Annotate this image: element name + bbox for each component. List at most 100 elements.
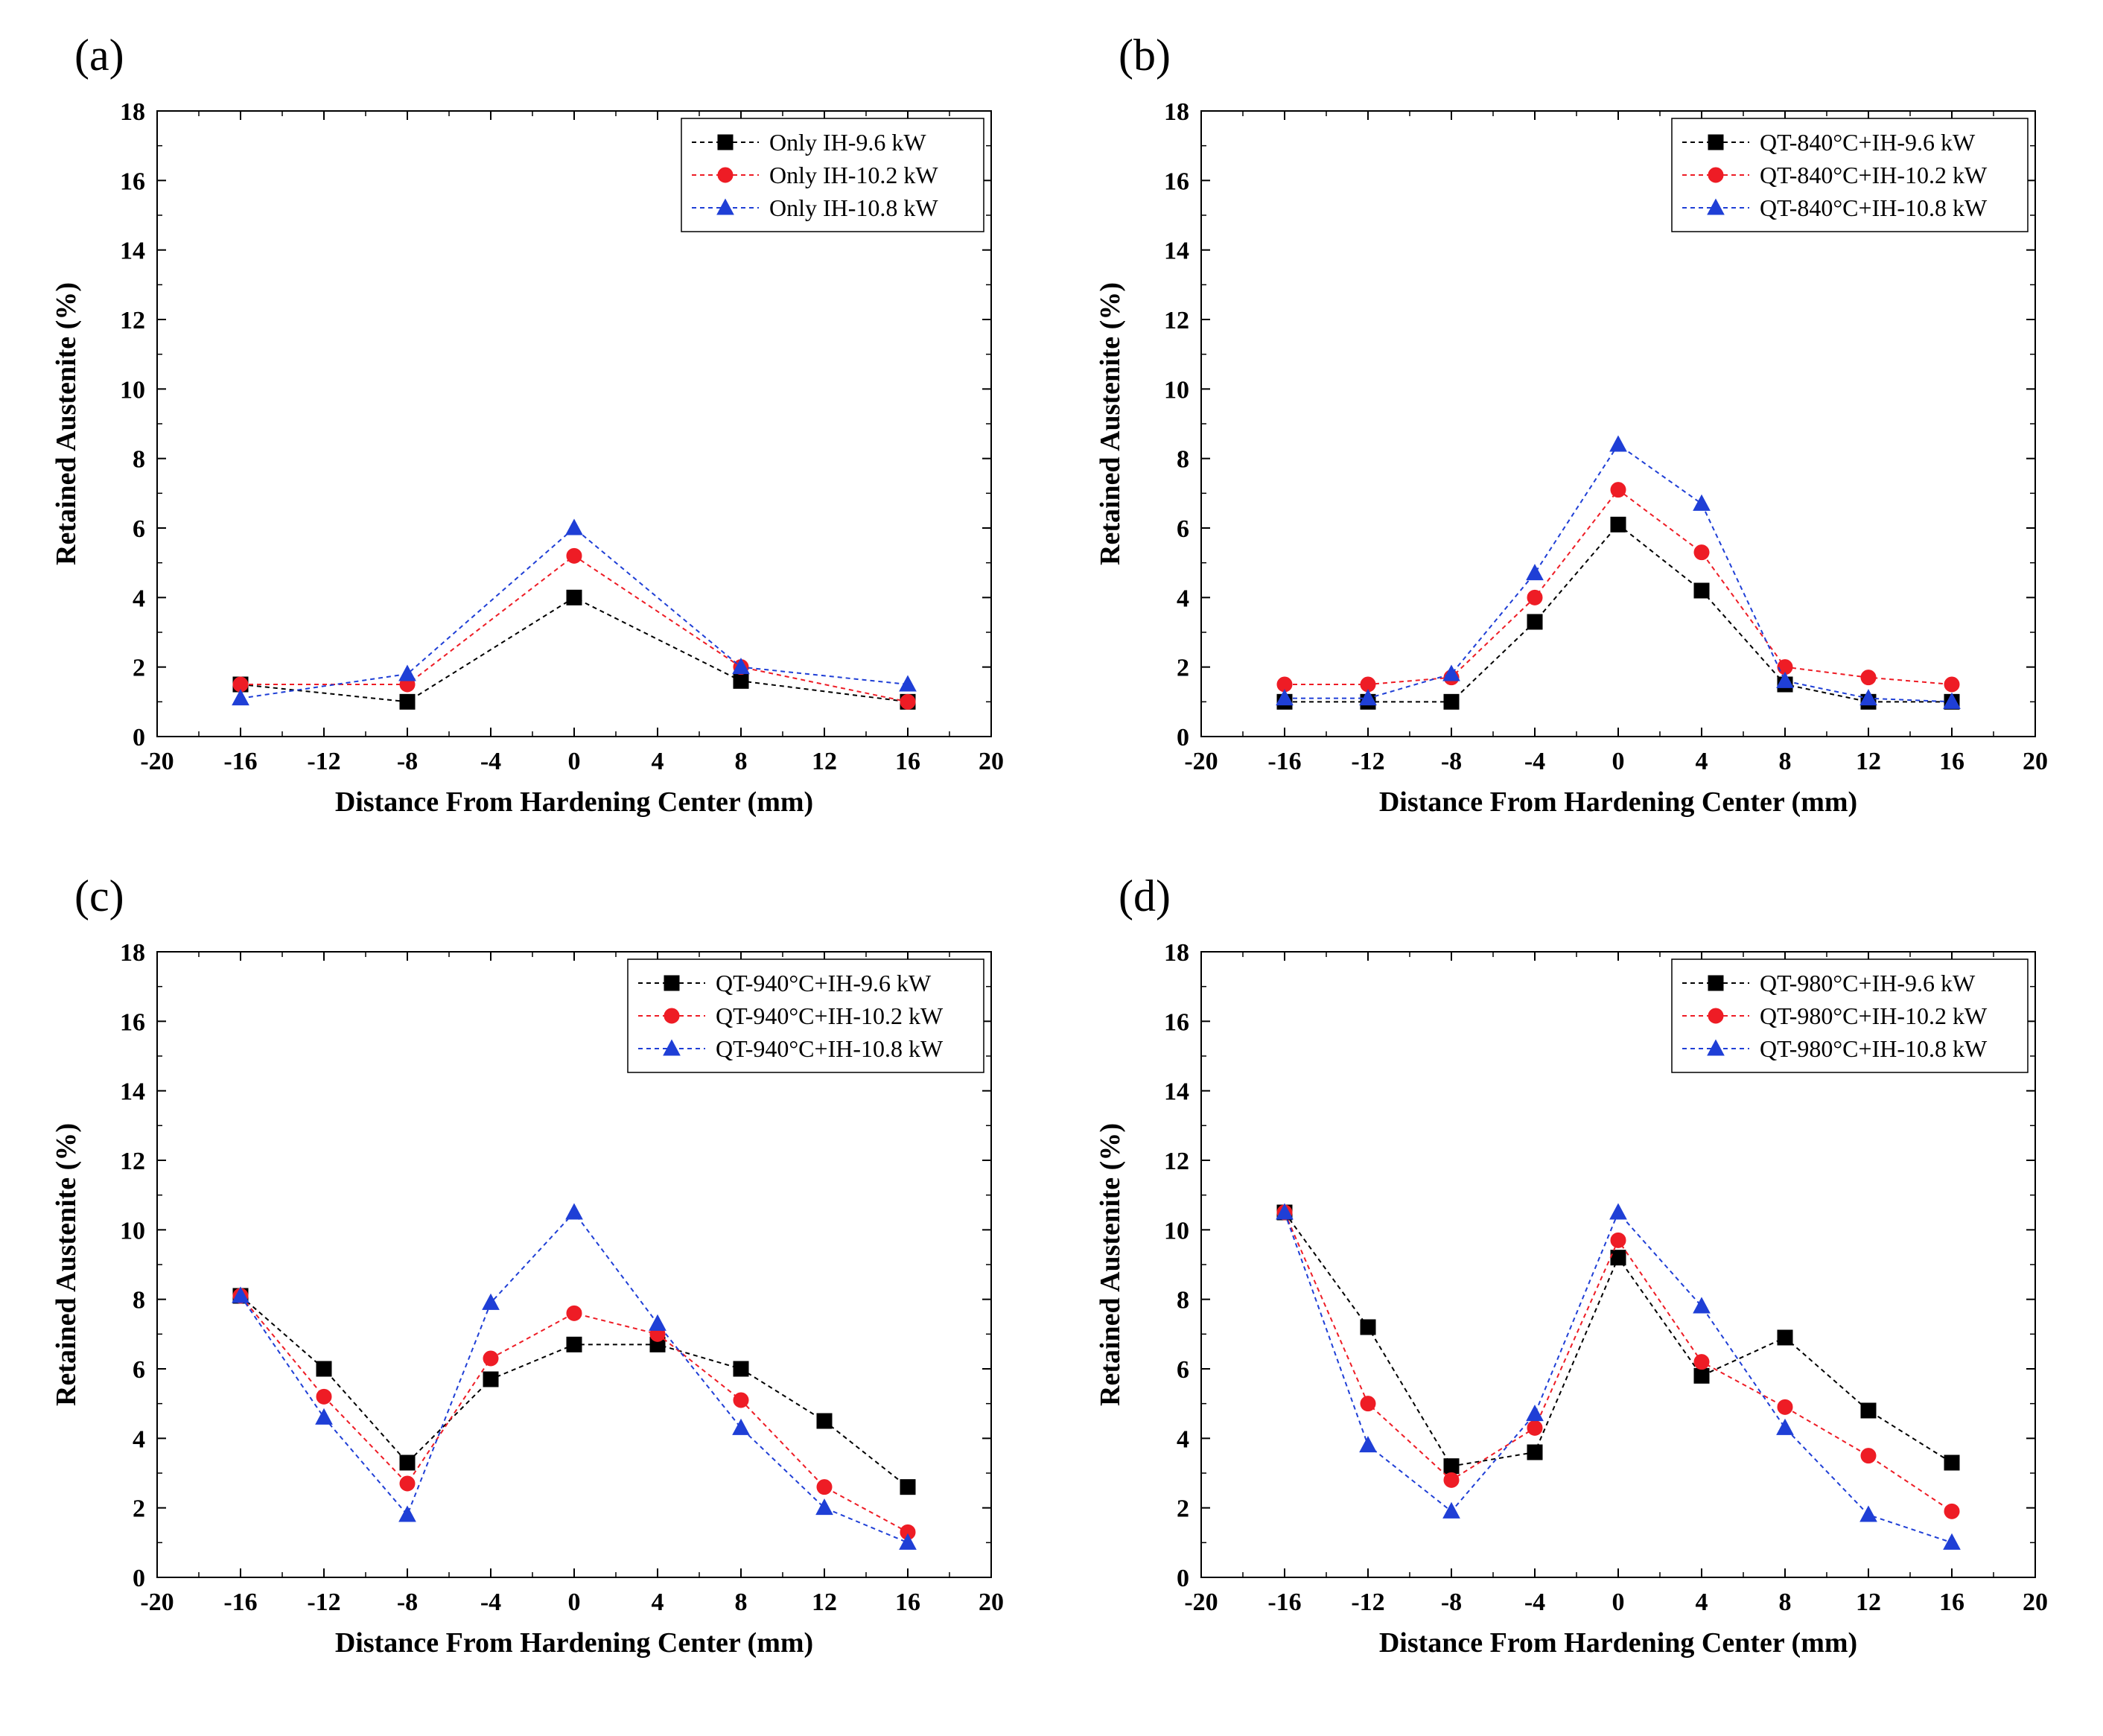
svg-text:QT-840°C+IH-9.6 kW: QT-840°C+IH-9.6 kW: [1760, 129, 1976, 156]
svg-text:6: 6: [133, 515, 145, 543]
svg-text:-8: -8: [1441, 1589, 1462, 1616]
svg-text:4: 4: [1177, 1425, 1189, 1453]
svg-text:10: 10: [1164, 1217, 1189, 1244]
svg-text:16: 16: [1164, 1008, 1189, 1036]
svg-text:8: 8: [1779, 1589, 1792, 1616]
svg-text:8: 8: [735, 1589, 748, 1616]
svg-text:16: 16: [120, 1008, 145, 1036]
svg-text:16: 16: [895, 748, 920, 775]
svg-text:12: 12: [812, 748, 837, 775]
svg-text:8: 8: [1177, 1287, 1189, 1314]
svg-text:4: 4: [133, 1425, 145, 1453]
chart-a: -20-16-12-8-4048121620024681012141618Dis…: [30, 89, 1029, 833]
svg-text:12: 12: [1164, 307, 1189, 334]
svg-text:-8: -8: [397, 748, 418, 775]
svg-text:0: 0: [568, 1589, 581, 1616]
svg-text:4: 4: [1177, 585, 1189, 612]
svg-text:-20: -20: [1184, 1589, 1218, 1616]
svg-text:-4: -4: [1524, 748, 1545, 775]
svg-text:QT-980°C+IH-9.6 kW: QT-980°C+IH-9.6 kW: [1760, 970, 1976, 996]
svg-text:Retained Austenite (%): Retained Austenite (%): [51, 282, 82, 565]
svg-text:-4: -4: [1524, 1589, 1545, 1616]
svg-text:14: 14: [1164, 238, 1189, 265]
svg-text:12: 12: [1164, 1148, 1189, 1175]
svg-text:18: 18: [1164, 939, 1189, 967]
svg-text:6: 6: [1177, 515, 1189, 543]
svg-text:16: 16: [120, 168, 145, 195]
svg-text:QT-840°C+IH-10.2 kW: QT-840°C+IH-10.2 kW: [1760, 162, 1988, 188]
svg-text:-4: -4: [480, 748, 501, 775]
svg-text:16: 16: [1939, 748, 1964, 775]
svg-text:8: 8: [133, 446, 145, 474]
svg-text:20: 20: [2023, 1589, 2048, 1616]
svg-text:12: 12: [1856, 1589, 1881, 1616]
svg-text:10: 10: [1164, 376, 1189, 404]
svg-text:-12: -12: [1351, 1589, 1384, 1616]
svg-text:QT-940°C+IH-10.8 kW: QT-940°C+IH-10.8 kW: [716, 1035, 944, 1062]
svg-text:6: 6: [133, 1356, 145, 1384]
svg-text:Retained Austenite (%): Retained Austenite (%): [1095, 282, 1126, 565]
svg-text:18: 18: [120, 939, 145, 967]
panel-c: (c) -20-16-12-8-404812162002468101214161…: [30, 871, 1029, 1674]
svg-text:8: 8: [735, 748, 748, 775]
svg-text:6: 6: [1177, 1356, 1189, 1384]
svg-text:0: 0: [1177, 1565, 1189, 1592]
svg-text:18: 18: [120, 98, 145, 126]
svg-text:-20: -20: [1184, 748, 1218, 775]
svg-text:2: 2: [1177, 655, 1189, 682]
svg-text:16: 16: [895, 1589, 920, 1616]
chart-c: -20-16-12-8-4048121620024681012141618Dis…: [30, 929, 1029, 1674]
svg-text:QT-940°C+IH-9.6 kW: QT-940°C+IH-9.6 kW: [716, 970, 932, 996]
svg-text:4: 4: [652, 748, 664, 775]
svg-text:QT-980°C+IH-10.2 kW: QT-980°C+IH-10.2 kW: [1760, 1002, 1988, 1029]
svg-text:-16: -16: [223, 748, 257, 775]
svg-text:-4: -4: [480, 1589, 501, 1616]
svg-text:0: 0: [568, 748, 581, 775]
panel-a: (a) -20-16-12-8-404812162002468101214161…: [30, 30, 1029, 833]
svg-text:4: 4: [1696, 1589, 1708, 1616]
svg-text:4: 4: [652, 1589, 664, 1616]
svg-text:14: 14: [120, 1078, 145, 1106]
svg-text:Distance From Hardening Center: Distance From Hardening Center (mm): [335, 1627, 813, 1659]
svg-text:4: 4: [1696, 748, 1708, 775]
svg-text:0: 0: [1177, 724, 1189, 751]
svg-text:Retained Austenite (%): Retained Austenite (%): [51, 1123, 82, 1406]
svg-text:10: 10: [120, 1217, 145, 1244]
svg-text:12: 12: [120, 1148, 145, 1175]
svg-text:Distance From Hardening Center: Distance From Hardening Center (mm): [1379, 786, 1857, 818]
svg-text:QT-980°C+IH-10.8 kW: QT-980°C+IH-10.8 kW: [1760, 1035, 1988, 1062]
chart-grid: (a) -20-16-12-8-404812162002468101214161…: [30, 30, 2073, 1674]
svg-text:Distance From Hardening Center: Distance From Hardening Center (mm): [1379, 1627, 1857, 1659]
svg-text:12: 12: [812, 1589, 837, 1616]
svg-text:-20: -20: [140, 1589, 174, 1616]
svg-text:20: 20: [979, 1589, 1004, 1616]
svg-text:-20: -20: [140, 748, 174, 775]
svg-text:-8: -8: [1441, 748, 1462, 775]
svg-text:12: 12: [1856, 748, 1881, 775]
svg-text:12: 12: [120, 307, 145, 334]
panel-label-b: (b): [1119, 30, 2073, 81]
svg-text:-16: -16: [223, 1589, 257, 1616]
svg-text:QT-940°C+IH-10.2 kW: QT-940°C+IH-10.2 kW: [716, 1002, 944, 1029]
svg-text:8: 8: [1177, 446, 1189, 474]
panel-label-d: (d): [1119, 871, 2073, 922]
chart-d: -20-16-12-8-4048121620024681012141618Dis…: [1074, 929, 2073, 1674]
svg-text:2: 2: [133, 655, 145, 682]
svg-text:-8: -8: [397, 1589, 418, 1616]
svg-text:Distance From Hardening Center: Distance From Hardening Center (mm): [335, 786, 813, 818]
svg-text:Only IH-10.8 kW: Only IH-10.8 kW: [769, 194, 938, 221]
svg-text:8: 8: [133, 1287, 145, 1314]
panel-b: (b) -20-16-12-8-404812162002468101214161…: [1074, 30, 2073, 833]
svg-text:2: 2: [133, 1495, 145, 1523]
svg-text:QT-840°C+IH-10.8 kW: QT-840°C+IH-10.8 kW: [1760, 194, 1988, 221]
svg-text:Only IH-10.2 kW: Only IH-10.2 kW: [769, 162, 938, 188]
svg-text:-16: -16: [1267, 748, 1301, 775]
svg-text:8: 8: [1779, 748, 1792, 775]
chart-b: -20-16-12-8-4048121620024681012141618Dis…: [1074, 89, 2073, 833]
svg-text:18: 18: [1164, 98, 1189, 126]
svg-text:20: 20: [2023, 748, 2048, 775]
svg-text:0: 0: [133, 724, 145, 751]
svg-text:-12: -12: [307, 748, 340, 775]
svg-text:-12: -12: [307, 1589, 340, 1616]
svg-text:2: 2: [1177, 1495, 1189, 1523]
